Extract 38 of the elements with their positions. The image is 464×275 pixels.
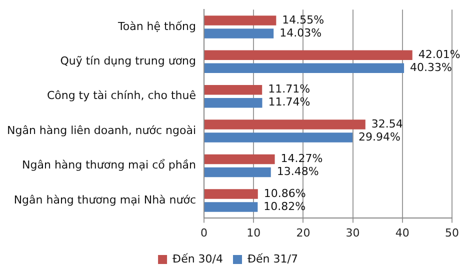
data-label: 11.74%	[268, 96, 310, 109]
y-tick-label: Công ty tài chính, cho thuê	[46, 89, 196, 102]
data-label: 40.33%	[410, 61, 452, 74]
data-label: 42.01%	[418, 48, 460, 62]
data-label: 29.94%	[358, 130, 400, 144]
bar	[204, 84, 262, 95]
data-label: 10.86%	[264, 186, 306, 200]
bar	[204, 98, 262, 108]
data-label: 11.71%	[268, 82, 310, 96]
bar	[204, 167, 271, 178]
data-label: 32.54	[371, 117, 403, 130]
data-label: 14.55%	[282, 13, 324, 26]
bar	[204, 132, 353, 142]
bar	[204, 202, 258, 212]
bar	[204, 50, 412, 60]
bar	[204, 189, 258, 199]
x-tick-label: 10	[246, 226, 261, 240]
x-tick-label: 40	[395, 226, 410, 240]
bar	[204, 63, 404, 74]
x-tick-label: 20	[296, 226, 310, 240]
data-label: 14.27%	[280, 152, 323, 166]
y-tick-label: Ngân hàng liên doanh, nước ngoài	[6, 124, 196, 137]
y-tick-label: Quỹ tín dụng trung ương	[60, 54, 196, 68]
bar	[204, 154, 275, 164]
x-tick-label: 50	[445, 226, 459, 240]
bar	[204, 28, 274, 38]
data-label: 13.48%	[276, 165, 319, 178]
data-label: 14.03%	[280, 26, 322, 40]
x-tick-label: 30	[346, 226, 360, 240]
bar	[204, 120, 366, 130]
legend-label: Đến 31/7	[248, 252, 298, 266]
data-label: 10.82%	[264, 200, 306, 213]
y-tick-label: Ngân hàng thương mại cổ phần	[22, 158, 196, 172]
y-tick-label: Toàn hệ thống	[117, 20, 196, 33]
y-tick-label: Ngân hàng thương mại Nhà nước	[14, 193, 196, 206]
bar	[204, 16, 276, 26]
x-tick-label: 0	[200, 226, 208, 240]
legend-label: Đến 30/4	[172, 252, 224, 266]
